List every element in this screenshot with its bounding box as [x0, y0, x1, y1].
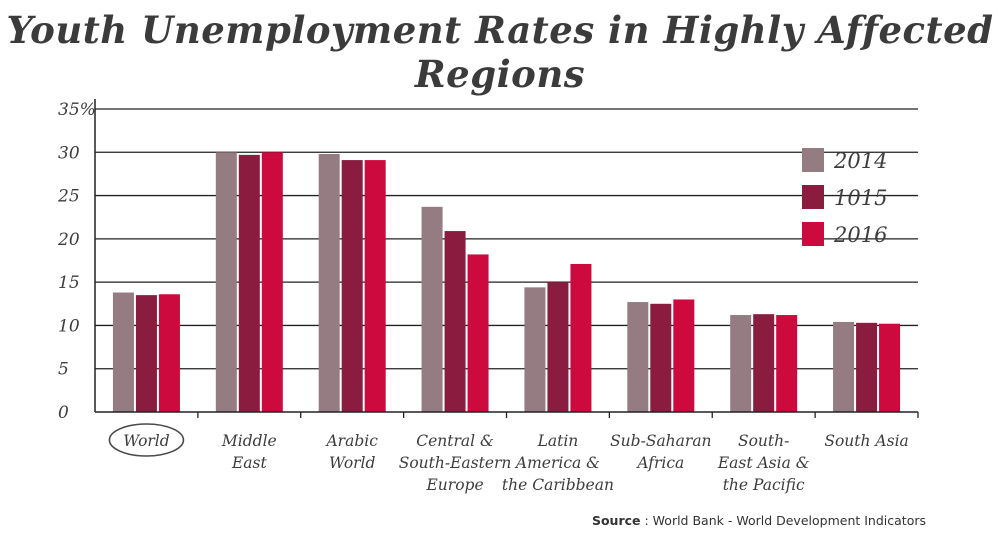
y-tick-label: 10 [58, 316, 80, 336]
bar-1015-6 [753, 314, 775, 412]
bar-1015-4 [547, 282, 569, 412]
bar-2016-5 [673, 299, 695, 412]
y-tick-label: 5 [58, 360, 69, 380]
bar-1015-1 [238, 154, 260, 412]
y-tick-layer: 0 5 10 15 20 25 30 35% [57, 100, 96, 423]
category-label: Africa [635, 454, 684, 472]
legend-label: 2014 [833, 149, 887, 173]
legend-swatch-2016 [802, 222, 824, 246]
bar-2014-0 [112, 292, 134, 412]
category-label: South- [738, 432, 789, 450]
bar-2016-4 [570, 263, 592, 412]
bar-2016-3 [467, 254, 489, 412]
bar-2014-7 [833, 321, 855, 412]
y-tick-label: 30 [58, 143, 80, 163]
category-label: Europe [425, 476, 483, 494]
bar-1015-5 [650, 303, 672, 412]
category-label: Sub-Saharan [610, 432, 711, 450]
category-label: Latin [537, 432, 579, 450]
bar-2014-4 [524, 287, 546, 412]
bar-2014-3 [421, 206, 443, 412]
legend: 2014 1015 2016 [802, 148, 887, 247]
bar-2016-0 [158, 294, 180, 412]
bar-1015-7 [856, 322, 878, 412]
bar-2014-6 [730, 315, 752, 412]
y-tick-label: 35% [58, 100, 96, 120]
source-text: World Bank - World Development Indicator… [652, 513, 926, 528]
bar-1015-2 [341, 160, 363, 412]
bar-2016-1 [261, 152, 283, 413]
category-label: America & [514, 454, 600, 472]
legend-swatch-2014 [802, 148, 824, 172]
bar-2016-7 [879, 323, 901, 412]
category-label: Central & [416, 432, 494, 450]
bar-2016-2 [364, 160, 386, 412]
category-label: the Pacific [723, 476, 805, 494]
bar-2014-1 [215, 152, 237, 413]
y-tick-label: 20 [57, 230, 80, 250]
bar-2014-5 [627, 302, 649, 412]
legend-label: 1015 [834, 186, 887, 210]
legend-swatch-1015 [802, 185, 824, 209]
category-label: South Asia [824, 432, 908, 450]
y-tick-label: 25 [57, 187, 80, 207]
category-label-layer: World Middle East Arabic World Central & South… [108, 423, 909, 494]
bar-1015-3 [444, 231, 466, 412]
bar-layer [112, 152, 901, 413]
category-label: World [329, 454, 376, 472]
bar-2016-6 [776, 315, 798, 412]
axis-layer [94, 99, 919, 418]
category-label: East [231, 454, 268, 472]
y-tick-label: 15 [58, 273, 80, 293]
category-label: South-Eastern [399, 454, 512, 472]
highlight-circle [108, 423, 185, 457]
category-label: East Asia & [717, 454, 810, 472]
bar-1015-0 [135, 295, 157, 412]
legend-label: 2016 [833, 223, 887, 247]
chart-title: Youth Unemployment Rates in Highly Affec… [6, 8, 994, 96]
source-note: Source : World Bank - World Development … [592, 513, 926, 528]
source-separator: : [640, 513, 653, 528]
category-label: Arabic [324, 432, 378, 450]
source-label: Source [591, 513, 641, 528]
bar-2014-2 [318, 154, 340, 412]
y-tick-label: 0 [58, 403, 69, 423]
category-label: World [123, 432, 170, 450]
category-label: the Caribbean [502, 476, 614, 494]
category-label: Middle [221, 432, 277, 450]
